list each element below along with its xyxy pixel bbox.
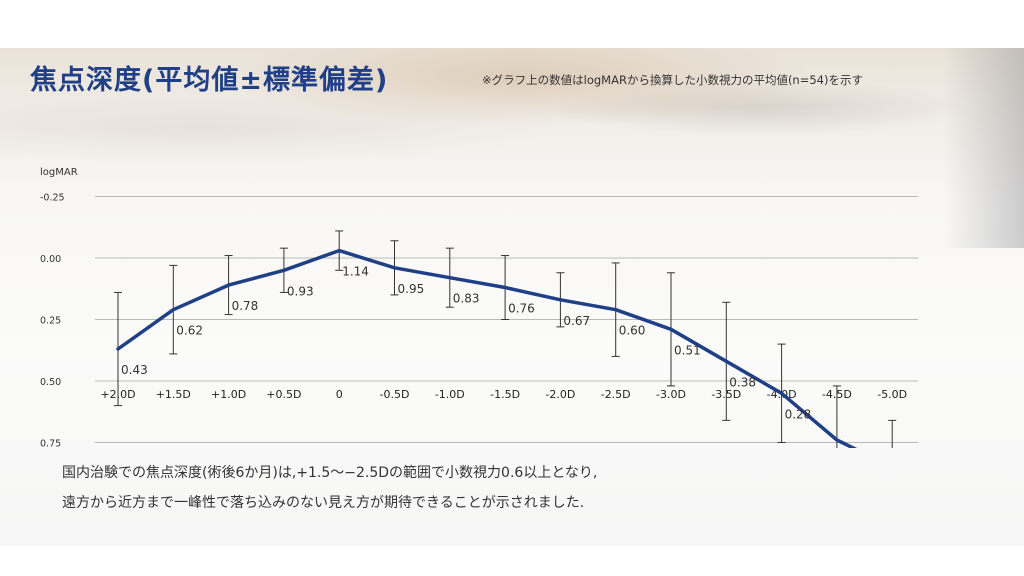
x-tick-label: +1.0D (211, 388, 246, 401)
depth-of-focus-chart: logMAR -0.250.000.250.500.751.001.25 +2.… (40, 167, 918, 449)
data-label: 1.14 (342, 265, 369, 279)
data-label: 0.83 (453, 292, 480, 306)
footer-line-1: 国内治験での焦点深度(術後6か月)は,+1.5〜−2.5Dの範囲で小数視力0.6… (62, 465, 598, 481)
corner-shade (944, 48, 1024, 248)
data-label: 0.93 (287, 284, 314, 298)
x-tick-label: -3.0D (656, 388, 686, 401)
data-label: 0.28 (785, 407, 812, 421)
data-label: 0.43 (121, 363, 148, 377)
data-label: 0.62 (176, 324, 203, 338)
y-tick-label: 0.75 (40, 439, 61, 449)
data-label: 0.38 (729, 375, 756, 389)
footer-text: 国内治験での焦点深度(術後6か月)は,+1.5〜−2.5Dの範囲で小数視力0.6… (62, 458, 597, 518)
y-tick-label: -0.25 (40, 193, 65, 204)
x-tick-label: 0 (336, 388, 343, 401)
data-label: 0.67 (563, 314, 590, 328)
sky-background (0, 48, 1024, 198)
data-label: 0.78 (232, 299, 259, 313)
data-label: 0.76 (508, 302, 535, 316)
y-tick-label: 0.25 (40, 316, 61, 327)
x-tick-label: -0.5D (380, 388, 410, 401)
data-label: 0.95 (398, 282, 425, 296)
chart-title: 焦点深度(平均値±標準偏差) (30, 65, 389, 96)
x-tick-label: -2.0D (545, 388, 575, 401)
y-tick-labels: -0.250.000.250.500.751.001.25 (40, 193, 65, 449)
y-tick-label: 0.50 (40, 377, 61, 388)
chart-note: ※グラフ上の数値はlogMARから換算した小数視力の平均値(n=54)を示す (482, 73, 863, 87)
slide-background: 焦点深度(平均値±標準偏差) ※グラフ上の数値はlogMARから換算した小数視力… (0, 48, 1024, 546)
x-tick-label: +0.5D (266, 388, 301, 401)
data-label: 0.60 (619, 324, 646, 338)
x-tick-label: -5.0D (877, 388, 907, 401)
error-bars (114, 230, 897, 448)
x-tick-label: -1.5D (490, 388, 520, 401)
x-tick-labels: +2.0D +1.5D +1.0D +0.5D 0 -0.5D -1.0D -1.5D -2.0… (100, 388, 907, 401)
data-label: 0.51 (674, 343, 701, 357)
data-labels: 0.43 0.62 0.78 0.93 1.14 0.95 0.83 0.76 0.67 0.60… (121, 265, 812, 422)
x-tick-label: -2.5D (601, 388, 631, 401)
x-tick-label: -1.0D (435, 388, 465, 401)
x-tick-label: +1.5D (156, 388, 191, 401)
y-tick-label: 0.00 (40, 254, 61, 265)
y-axis-label: logMAR (40, 167, 78, 178)
footer-line-2: 遠方から近方まで一峰性で落ち込みのない見え方が期待できることが示されました. (62, 495, 585, 511)
series-line (116, 248, 858, 448)
